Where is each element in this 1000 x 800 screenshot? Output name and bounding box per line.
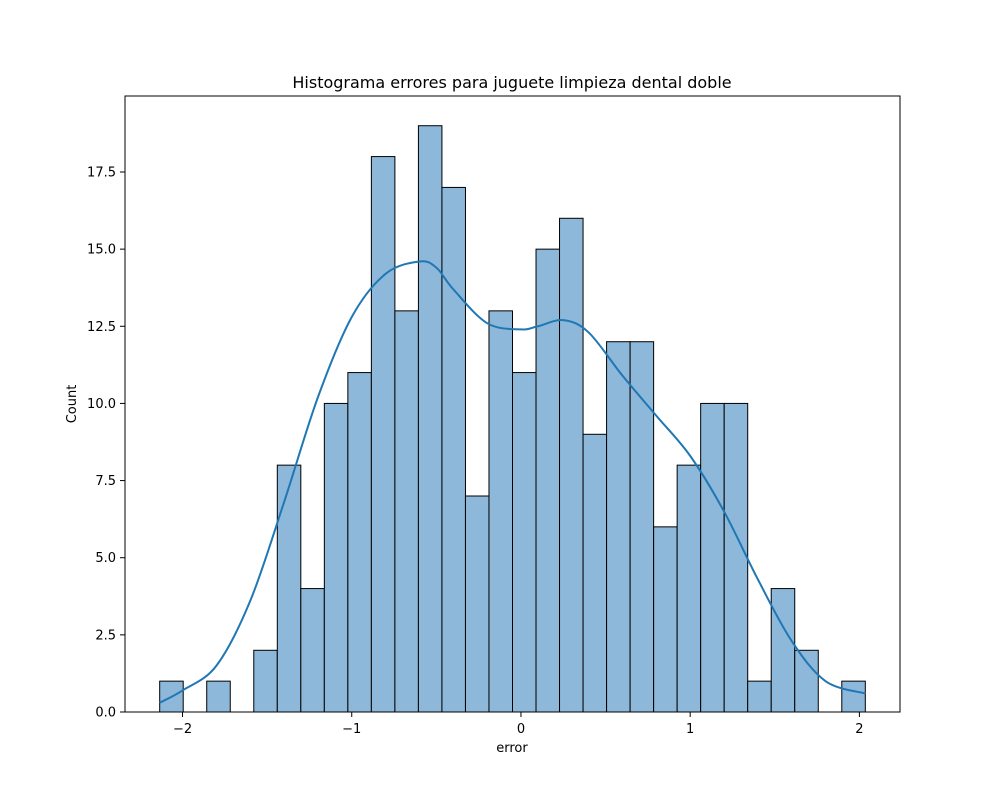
histogram-bar <box>206 680 231 713</box>
x-tick-label: −2 <box>173 722 192 737</box>
x-axis: −2 −1 0 1 2 <box>173 712 864 737</box>
histogram-bar <box>441 186 466 713</box>
y-tick-label: 7.5 <box>95 474 116 489</box>
chart-title: Histograma errores para juguete limpieza… <box>292 73 731 92</box>
histogram-bar <box>770 588 796 713</box>
histogram-bar <box>747 680 772 713</box>
y-tick-label: 2.5 <box>95 628 116 643</box>
x-tick-label: 1 <box>686 722 694 737</box>
y-tick-label: 5.0 <box>95 551 116 566</box>
bars-group <box>159 125 866 713</box>
histogram-bar <box>323 402 349 713</box>
histogram-bar <box>394 310 419 713</box>
y-tick-label: 17.5 <box>87 166 116 181</box>
histogram-bar <box>417 125 443 713</box>
histogram-bar <box>559 217 584 713</box>
histogram-bar <box>464 495 490 713</box>
kde-line <box>159 260 866 704</box>
y-axis: 0.0 2.5 5.0 7.5 10.0 12.5 15.0 17.5 <box>87 166 125 721</box>
histogram-bar <box>535 248 561 713</box>
x-axis-label: error <box>496 741 528 756</box>
histogram-bar <box>582 433 608 713</box>
histogram-bar <box>676 464 702 713</box>
histogram-bar <box>300 588 325 713</box>
histogram-bar <box>488 310 513 713</box>
histogram-bar <box>276 464 302 713</box>
histogram-bar <box>606 341 631 713</box>
histogram-bar <box>723 402 749 713</box>
y-tick-label: 15.0 <box>87 243 116 258</box>
x-tick-label: −1 <box>342 722 361 737</box>
histogram-bar <box>841 680 866 713</box>
x-tick-label: 0 <box>517 722 525 737</box>
histogram-bar <box>512 372 537 713</box>
y-tick-label: 12.5 <box>87 320 116 335</box>
y-axis-label: Count <box>65 385 80 424</box>
histogram-bar <box>370 156 396 713</box>
y-tick-label: 0.0 <box>95 706 116 721</box>
y-tick-label: 10.0 <box>87 397 116 412</box>
histogram-bar <box>794 649 819 713</box>
histogram-bar <box>700 402 725 713</box>
histogram-bar <box>653 526 678 713</box>
histogram-bar <box>253 649 278 713</box>
x-tick-label: 2 <box>855 722 863 737</box>
histogram-bar <box>347 372 372 713</box>
plot-frame <box>124 95 901 713</box>
